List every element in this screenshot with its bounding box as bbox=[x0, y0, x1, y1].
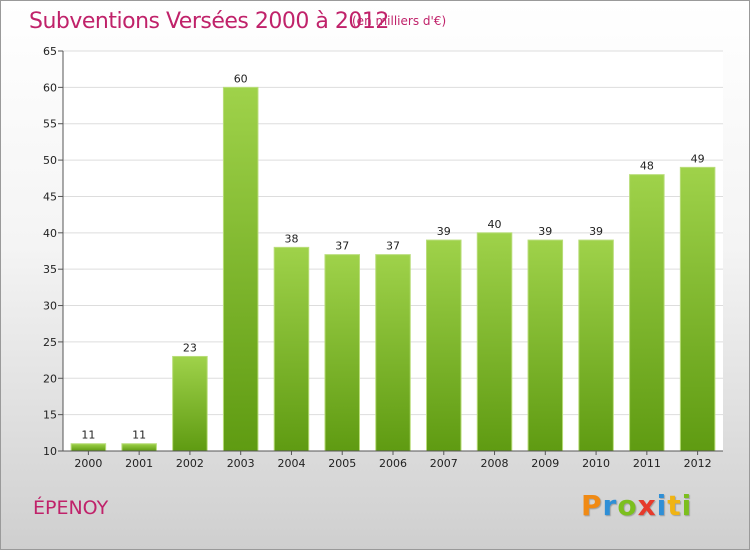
logo-letter: t bbox=[667, 489, 682, 522]
value-label: 40 bbox=[488, 218, 502, 231]
y-tick-label: 55 bbox=[43, 118, 57, 131]
x-tick-label: 2003 bbox=[227, 457, 255, 470]
y-tick-label: 35 bbox=[43, 263, 57, 276]
y-tick-label: 20 bbox=[43, 372, 57, 385]
axes: 10 15 20 25 30 35 40 45 50 55 60 65 2000 2001 2002 2003… bbox=[43, 45, 723, 470]
bar bbox=[172, 355, 208, 452]
chart-title: Subventions Versées 2000 à 2012 bbox=[29, 9, 389, 34]
value-label: 11 bbox=[81, 429, 95, 442]
x-tick-label: 2008 bbox=[481, 457, 509, 470]
x-tick-label: 2012 bbox=[684, 457, 712, 470]
logo-letter: r bbox=[602, 489, 618, 522]
bar bbox=[273, 246, 310, 452]
bar bbox=[578, 239, 614, 452]
value-label: 11 bbox=[132, 429, 146, 442]
commune-name: ÉPENOY bbox=[33, 497, 109, 519]
value-label: 37 bbox=[335, 240, 349, 253]
bar bbox=[222, 86, 259, 452]
bar bbox=[375, 254, 411, 452]
x-tick-label: 2002 bbox=[176, 457, 204, 470]
value-label: 23 bbox=[183, 341, 197, 354]
value-label: 39 bbox=[538, 225, 552, 238]
y-tick-label: 45 bbox=[43, 190, 57, 203]
y-tick-label: 10 bbox=[43, 445, 57, 458]
value-label: 60 bbox=[234, 72, 248, 85]
bar bbox=[527, 239, 564, 452]
x-tick-label: 2000 bbox=[74, 457, 102, 470]
x-tick-label: 2010 bbox=[582, 457, 610, 470]
logo-letter: o bbox=[617, 489, 638, 522]
bar bbox=[121, 443, 157, 452]
x-tick-label: 2011 bbox=[633, 457, 661, 470]
logo-letter: x bbox=[637, 489, 657, 522]
bars: 11 11 23 60 38 37 37 39 40 39 39 48 49 bbox=[70, 72, 716, 452]
value-label: 39 bbox=[437, 225, 451, 238]
y-tick-label: 30 bbox=[43, 300, 57, 313]
x-tick-label: 2004 bbox=[277, 457, 305, 470]
y-tick-label: 50 bbox=[43, 154, 57, 167]
y-tick-label: 65 bbox=[43, 45, 57, 58]
x-tick-label: 2005 bbox=[328, 457, 356, 470]
value-label: 39 bbox=[589, 225, 603, 238]
bar bbox=[679, 166, 716, 452]
proxiti-logo: Proxiti bbox=[581, 489, 692, 522]
logo-letter: i bbox=[656, 489, 668, 522]
bar bbox=[629, 174, 665, 452]
chart-unit: (en milliers d'€) bbox=[352, 14, 447, 28]
logo-letter: i bbox=[681, 489, 693, 522]
y-tick-label: 60 bbox=[43, 81, 57, 94]
y-tick-label: 15 bbox=[43, 409, 57, 422]
y-tick-label: 40 bbox=[43, 227, 57, 240]
value-label: 48 bbox=[640, 160, 654, 173]
x-tick-label: 2001 bbox=[125, 457, 153, 470]
logo-letter: P bbox=[581, 489, 603, 522]
value-label: 37 bbox=[386, 240, 400, 253]
value-label: 38 bbox=[284, 232, 298, 245]
value-label: 49 bbox=[691, 152, 705, 165]
bar bbox=[70, 443, 107, 452]
bar bbox=[426, 239, 462, 452]
x-tick-label: 2009 bbox=[531, 457, 559, 470]
x-tick-label: 2006 bbox=[379, 457, 407, 470]
y-tick-label: 25 bbox=[43, 336, 57, 349]
bar bbox=[324, 254, 360, 452]
bar bbox=[476, 232, 513, 452]
x-tick-label: 2007 bbox=[430, 457, 458, 470]
